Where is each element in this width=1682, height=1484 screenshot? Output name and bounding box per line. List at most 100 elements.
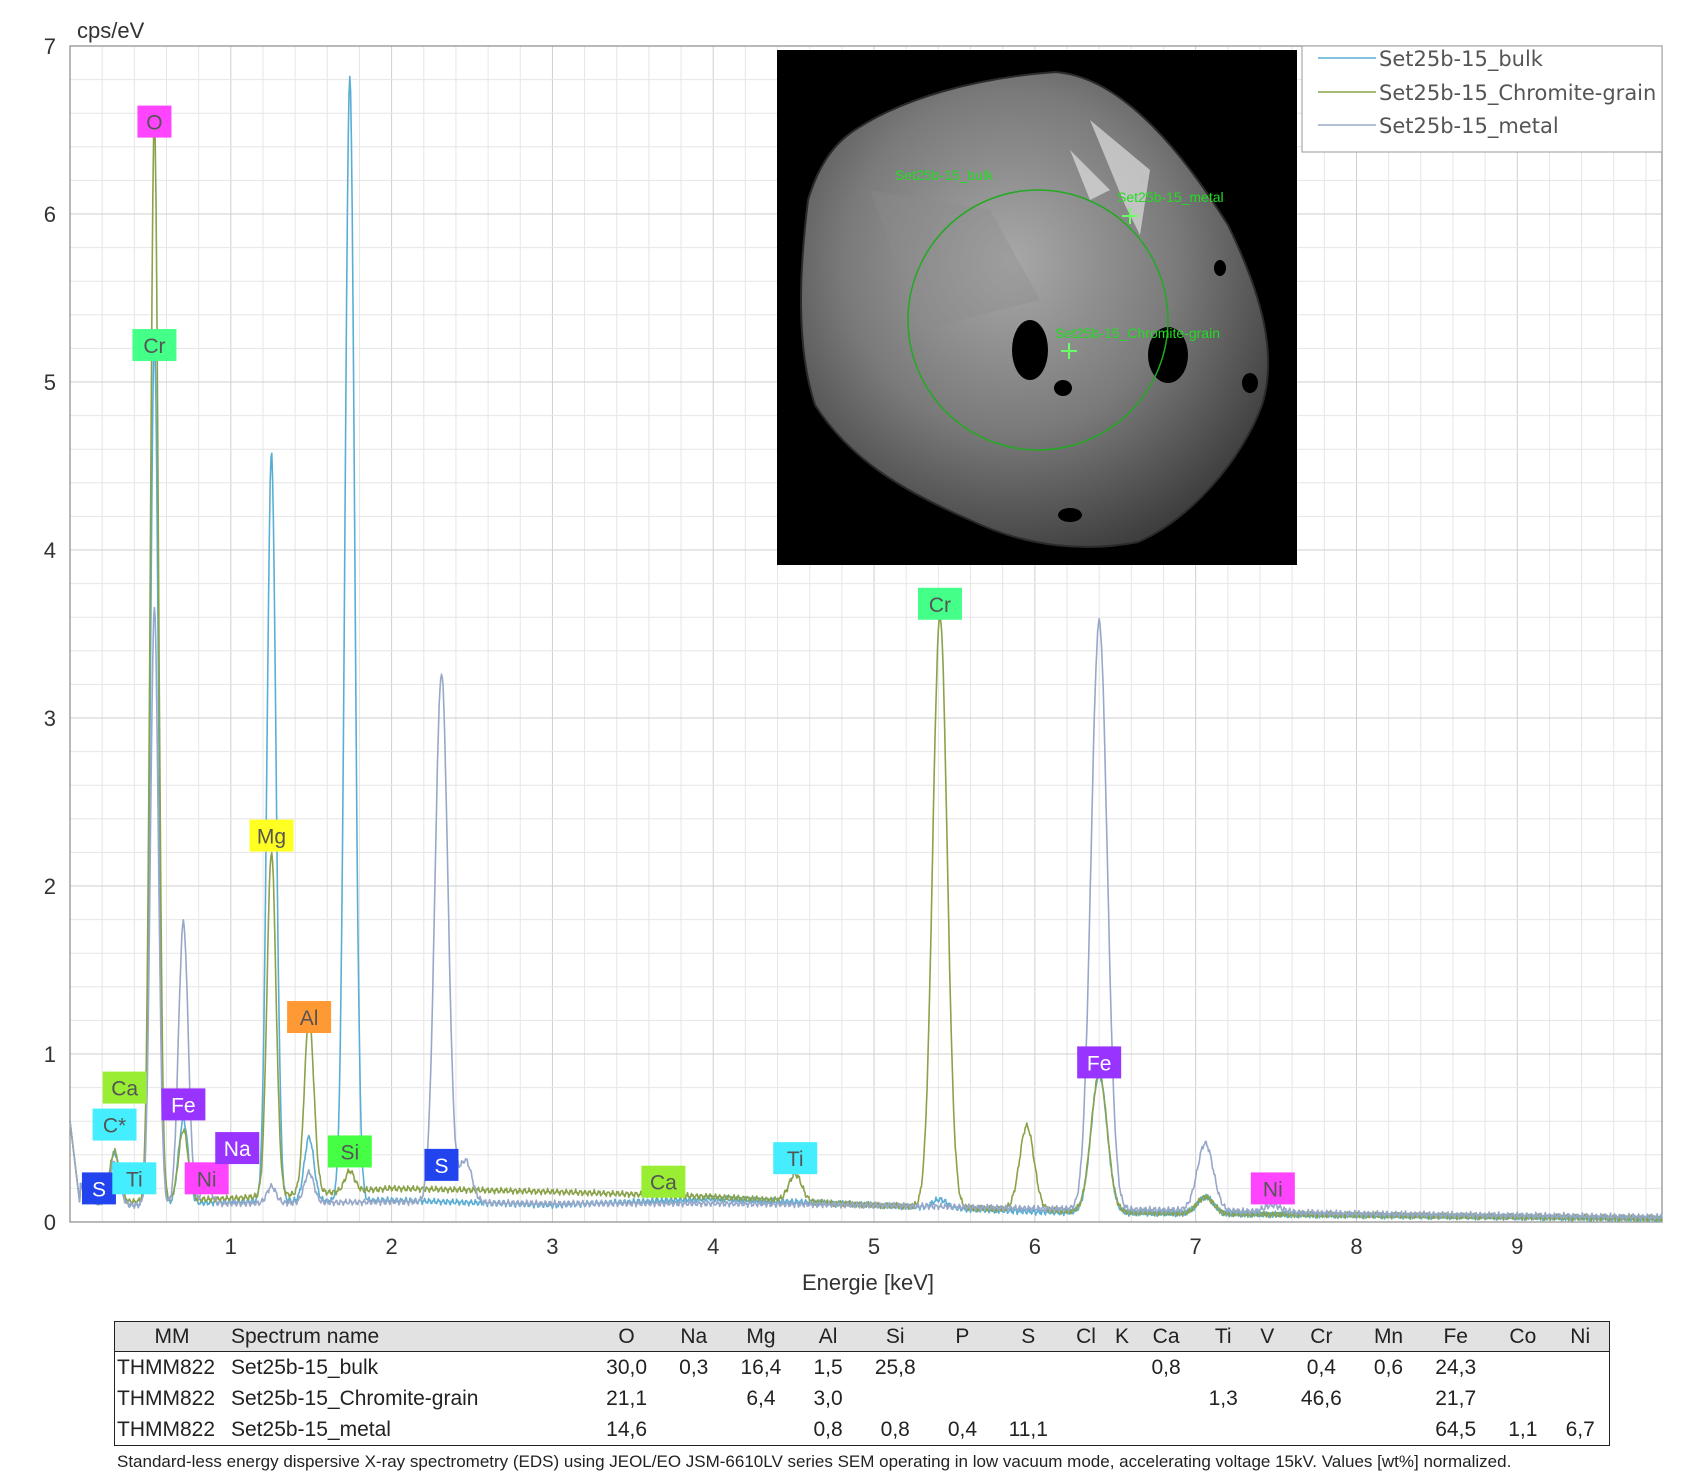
value-cell: 0,3 <box>679 1355 709 1379</box>
value-cell <box>1494 1383 1551 1414</box>
table-row: THMM822 Set25b-15_metal 14,6 0,8 0,8 0,4 11,1 6… <box>115 1414 1610 1446</box>
element-marker-label: Ni <box>1263 1178 1283 1201</box>
chart-legend: Set25b-15_bulk Set25b-15_Chromite-grain … <box>1301 45 1663 153</box>
y-tick-label: 1 <box>44 1042 56 1067</box>
element-marker-box <box>184 1162 229 1195</box>
element-marker-box <box>641 1165 686 1198</box>
value-cell <box>665 1383 722 1414</box>
value-cell: 0,8 <box>813 1417 843 1441</box>
x-tick-label: 6 <box>1029 1234 1041 1259</box>
element-marker-box <box>917 587 962 620</box>
element-marker: Si <box>327 1135 372 1168</box>
element-marker-label: Fe <box>1087 1052 1112 1075</box>
table-body: THMM822 Set25b-15_bulk 30,0 0,3 16,4 1,5 25,8 0… <box>115 1352 1610 1446</box>
value-cell: 14,6 <box>606 1417 648 1441</box>
element-marker-box <box>249 819 294 852</box>
element-marker: Fe <box>161 1088 206 1121</box>
header-cell: Cr <box>1282 1321 1360 1352</box>
series-line-2 <box>69 606 1663 1221</box>
svg-text:Set25b-15_bulk: Set25b-15_bulk <box>1379 47 1544 72</box>
element-marker-label: Si <box>340 1141 359 1164</box>
element-marker: Ti <box>112 1162 157 1195</box>
value-cell: 0,8 <box>880 1417 910 1441</box>
spectrum-name-cell: Set25b-15_Chromite-grain <box>231 1386 479 1410</box>
value-cell <box>1252 1352 1283 1384</box>
header-cell: Mn <box>1359 1321 1418 1352</box>
value-cell <box>1138 1414 1195 1446</box>
value-cell: 64,5 <box>1435 1417 1477 1441</box>
element-marker-label: Cr <box>143 335 165 358</box>
value-cell: 1,5 <box>813 1355 843 1379</box>
header-cell: P <box>933 1321 991 1352</box>
element-marker-box <box>424 1148 459 1181</box>
value-cell: 0,6 <box>1373 1355 1404 1379</box>
header-cell: Ni <box>1551 1321 1610 1352</box>
element-marker-box <box>92 1108 137 1141</box>
value-cell <box>857 1383 934 1414</box>
chromite-spot-marker <box>1061 343 1077 359</box>
value-cell: 16,4 <box>740 1355 782 1379</box>
value-cell <box>1551 1352 1609 1384</box>
value-cell <box>1360 1414 1417 1446</box>
value-cell <box>1195 1352 1252 1384</box>
header-cell: Co <box>1494 1321 1552 1352</box>
element-marker-box <box>215 1132 260 1165</box>
mm-cell: THMM822 <box>117 1417 216 1441</box>
element-marker-label: C* <box>103 1115 126 1138</box>
value-cell: 6,7 <box>1565 1417 1595 1441</box>
value-cell <box>1494 1352 1551 1384</box>
value-cell <box>1138 1383 1195 1414</box>
value-cell: 11,1 <box>1008 1417 1048 1441</box>
value-cell <box>1107 1383 1138 1414</box>
header-cell: Si <box>856 1321 934 1352</box>
y-tick-label: 4 <box>44 538 56 563</box>
element-marker-label: S <box>92 1178 106 1201</box>
value-cell: 25,8 <box>874 1355 916 1379</box>
header-cell: Fe <box>1417 1321 1495 1352</box>
value-cell <box>722 1414 799 1446</box>
value-cell <box>934 1383 991 1414</box>
value-cell <box>991 1383 1066 1414</box>
sem-label-chromite-grain: Set25b-15_Chromite-grain <box>1055 325 1220 341</box>
header-cell: K <box>1106 1321 1138 1352</box>
value-cell <box>934 1352 991 1384</box>
value-cell <box>1283 1414 1360 1446</box>
mm-cell: THMM822 <box>117 1355 216 1379</box>
value-cell <box>665 1414 722 1446</box>
y-tick-label: 5 <box>44 370 56 395</box>
eds-spectrum-chart: O Cr Ca C* S Ti Fe Ni Na Mg Al Si S Ca Ti Cr Fe Ni 1 2 3 4 5 6… <box>44 18 1663 1295</box>
value-cell: 24,3 <box>1435 1355 1477 1379</box>
element-marker: Mg <box>249 819 294 852</box>
header-cell: Cl <box>1065 1321 1107 1352</box>
element-marker-label: Ca <box>111 1078 138 1101</box>
header-cell: Al <box>799 1321 857 1352</box>
value-cell <box>1551 1383 1609 1414</box>
value-cell <box>1107 1414 1138 1446</box>
value-cell: 1,1 <box>1508 1417 1538 1441</box>
header-cell: Ti <box>1194 1321 1252 1352</box>
y-tick-label: 6 <box>44 202 56 227</box>
value-cell <box>1195 1414 1252 1446</box>
element-marker-box <box>1077 1046 1122 1079</box>
element-markers: O Cr Ca C* S Ti Fe Ni Na Mg Al Si S Ca Ti Cr Fe Ni <box>81 105 1295 1205</box>
element-marker: S <box>424 1148 459 1181</box>
y-tick-label: 3 <box>44 706 56 731</box>
spectrum-name-cell: Set25b-15_bulk <box>231 1355 379 1379</box>
value-cell <box>1107 1352 1138 1384</box>
plot-frame <box>69 45 1663 1223</box>
element-marker-label: Fe <box>171 1094 196 1117</box>
element-marker: C* <box>92 1108 137 1141</box>
value-cell <box>1360 1383 1417 1414</box>
svg-text:Set25b-15_metal: Set25b-15_metal <box>1379 114 1559 139</box>
y-tick-label: 2 <box>44 874 56 899</box>
element-marker: Ni <box>1250 1172 1295 1205</box>
element-marker-box <box>161 1088 206 1121</box>
value-cell <box>1066 1414 1107 1446</box>
y-tick-label: 7 <box>44 34 56 59</box>
element-marker: S <box>81 1172 116 1205</box>
x-tick-label: 5 <box>868 1234 880 1259</box>
x-tick-label: 7 <box>1190 1234 1202 1259</box>
metal-spot-marker <box>1122 208 1138 224</box>
header-cell: Ca <box>1137 1321 1195 1352</box>
value-cell: 0,4 <box>1306 1355 1336 1379</box>
